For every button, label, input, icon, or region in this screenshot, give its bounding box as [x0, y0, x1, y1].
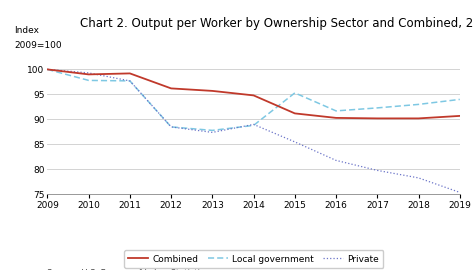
Private [168, 125, 174, 129]
Combined [168, 87, 174, 90]
Private [457, 191, 463, 194]
Local government [251, 124, 256, 127]
Text: Chart 2. Output per Worker by Ownership Sector and Combined, 2009-19: Chart 2. Output per Worker by Ownership … [81, 17, 474, 30]
Combined [416, 117, 421, 120]
Combined [251, 94, 256, 97]
Local government [86, 79, 91, 82]
Local government [374, 106, 380, 110]
Local government [127, 79, 133, 83]
Combined [457, 114, 463, 117]
Private [86, 71, 91, 75]
Text: Source: U.S. Bureau of Labor Statistics: Source: U.S. Bureau of Labor Statistics [47, 269, 210, 270]
Private [333, 159, 339, 162]
Text: Index: Index [14, 26, 39, 35]
Local government [457, 98, 463, 101]
Line: Combined: Combined [47, 69, 460, 119]
Private [251, 123, 256, 126]
Combined [292, 112, 298, 115]
Private [374, 169, 380, 172]
Local government [333, 109, 339, 113]
Local government [416, 103, 421, 106]
Combined [210, 89, 215, 93]
Local government [168, 125, 174, 129]
Line: Local government: Local government [47, 69, 460, 130]
Combined [86, 73, 91, 76]
Text: 2009=100: 2009=100 [14, 41, 62, 50]
Combined [127, 72, 133, 75]
Local government [292, 91, 298, 94]
Private [127, 79, 133, 83]
Private [416, 176, 421, 180]
Private [45, 68, 50, 71]
Combined [333, 116, 339, 120]
Combined [45, 68, 50, 71]
Private [292, 140, 298, 144]
Private [210, 131, 215, 134]
Local government [210, 129, 215, 132]
Local government [45, 68, 50, 71]
Line: Private: Private [47, 69, 460, 193]
Legend: Combined, Local government, Private: Combined, Local government, Private [124, 250, 383, 268]
Combined [374, 117, 380, 120]
